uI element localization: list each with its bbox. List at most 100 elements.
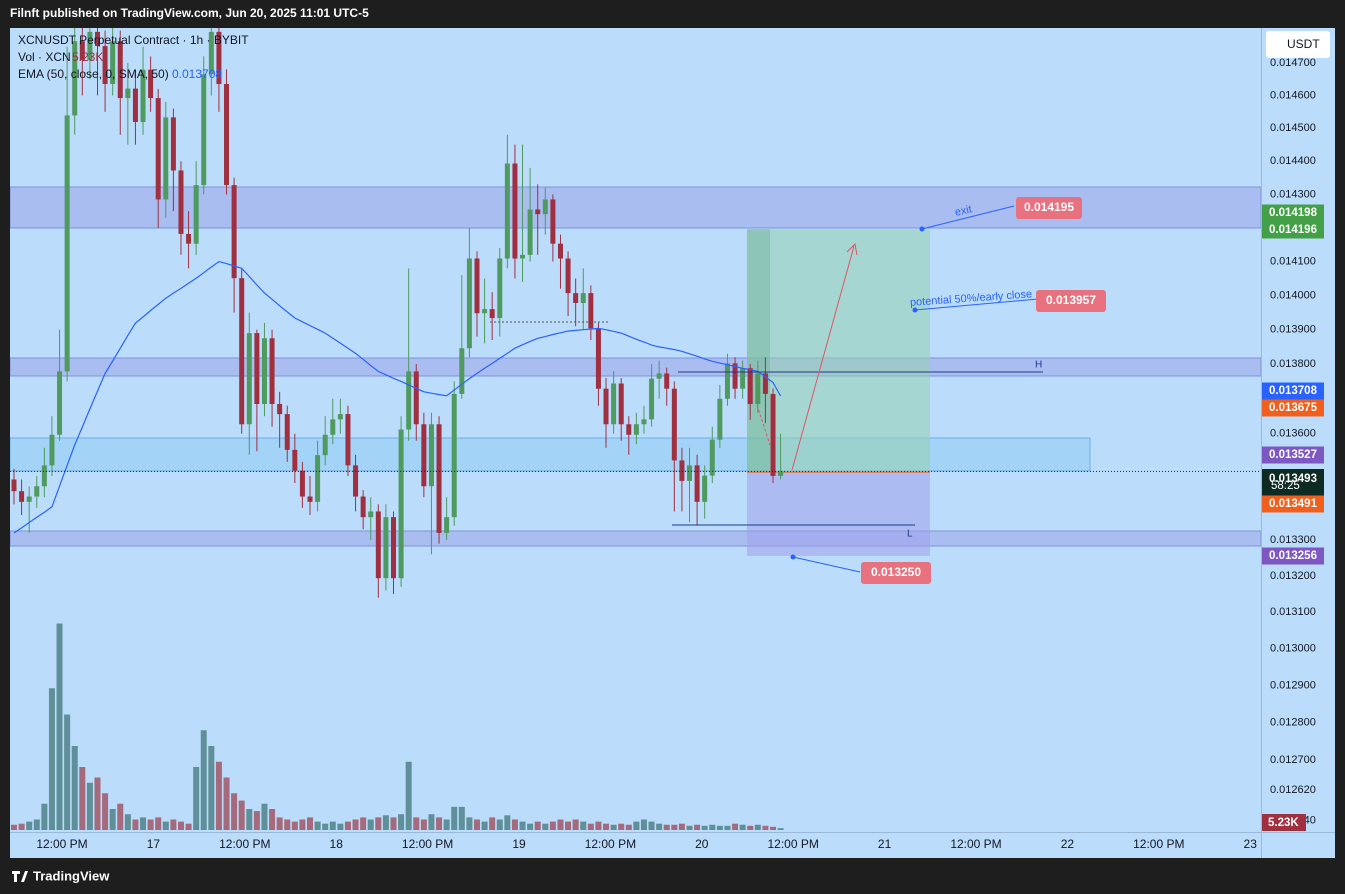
price-label: 0.014196: [1269, 224, 1317, 236]
candle-body: [201, 74, 207, 186]
y-tick-label: 0.014100: [1270, 255, 1316, 267]
y-tick-label: 0.013200: [1270, 570, 1316, 582]
price-label: 0.013527: [1269, 449, 1317, 461]
candle-body: [345, 414, 351, 466]
y-tick-label: 0.013600: [1270, 428, 1316, 440]
volume-bar: [549, 821, 556, 830]
price-label-box: [1262, 469, 1324, 499]
candle-body: [269, 338, 275, 405]
volume-bar: [109, 809, 116, 830]
candle-body: [611, 383, 617, 425]
candle-body: [117, 41, 123, 99]
volume-bar: [33, 819, 40, 830]
candle-body: [208, 31, 214, 75]
candle-body: [216, 31, 222, 85]
y-tick-label: 0.014300: [1270, 188, 1316, 200]
candle-body: [383, 517, 389, 579]
volume-bar: [185, 823, 192, 830]
volume-bar: [656, 823, 663, 830]
volume-bar: [322, 823, 329, 830]
volume-label-box: [1262, 814, 1306, 831]
candle-body: [163, 117, 169, 200]
candle-body: [413, 371, 419, 425]
price-label: 0.013708: [1269, 385, 1318, 397]
candle-body: [284, 414, 290, 450]
volume-bar: [754, 824, 761, 830]
price-label: 0.013493: [1269, 473, 1317, 485]
candle-body: [588, 293, 594, 329]
volume-bar: [565, 821, 572, 830]
price-label-box: [1262, 382, 1324, 400]
currency-button[interactable]: [1266, 31, 1330, 58]
volume-bar: [238, 800, 245, 830]
volume-bar: [405, 761, 412, 830]
candle-body: [626, 424, 632, 435]
candle-body: [687, 465, 693, 481]
price-label-box: [1262, 221, 1324, 239]
candle-body: [504, 163, 510, 259]
publish-info: Filnft published on TradingView.com, Jun…: [10, 6, 369, 20]
price-label-box: [1262, 495, 1324, 513]
volume-bar: [595, 821, 602, 830]
candle-body: [19, 491, 25, 502]
callout-label: 0.014195: [1024, 200, 1074, 214]
price-label-box: [1262, 204, 1324, 222]
callout-line: [921, 205, 1015, 230]
elapsed-zone: [747, 229, 770, 473]
candle-body: [64, 115, 70, 372]
volume-bar: [739, 824, 746, 830]
candle-body: [41, 465, 47, 487]
y-tick-label: 0.012900: [1270, 680, 1316, 692]
y-tick-label: 0.014400: [1270, 155, 1316, 167]
volume-bar: [193, 767, 200, 830]
price-label: 0.013491: [1269, 498, 1318, 510]
candle-body: [709, 439, 715, 476]
volume-bar: [633, 821, 640, 830]
candle-body: [277, 404, 283, 415]
callout-line: [914, 298, 1039, 311]
candle-body: [57, 371, 63, 435]
candle-body: [520, 254, 526, 259]
volume-label: 5.23K: [1268, 817, 1299, 829]
plot: exit potential 50%/early close H L 0.014…: [10, 28, 1261, 830]
volume-bar: [352, 819, 359, 830]
candle-body: [26, 496, 32, 502]
candle-body: [170, 117, 176, 171]
volume-bar: [94, 777, 101, 830]
candle-body: [87, 31, 93, 60]
callout-label: 0.013250: [871, 565, 921, 579]
volume-bar: [527, 823, 534, 830]
candle-body: [459, 348, 465, 394]
candle-body: [482, 309, 488, 314]
candle-body: [717, 398, 723, 440]
arrow: [791, 245, 855, 471]
candle-body: [49, 434, 55, 466]
volume-bar: [56, 623, 63, 830]
candle-body: [102, 46, 108, 85]
stop-zone: [747, 472, 930, 556]
candle-body: [79, 41, 85, 60]
candle-body: [671, 388, 677, 461]
candle-body: [254, 333, 260, 405]
volume-bar: [511, 819, 518, 830]
candle-body: [656, 373, 662, 379]
volume-bar: [11, 824, 17, 830]
y-tick-label: 0.013100: [1270, 606, 1316, 618]
candle-body: [694, 465, 700, 502]
candle-body: [246, 333, 252, 425]
volume-bar: [762, 825, 769, 830]
candle-body: [633, 424, 639, 435]
volume-bar: [79, 767, 86, 830]
candle-body: [299, 470, 305, 497]
volume-bar: [724, 825, 731, 830]
currency[interactable]: USDT: [1287, 37, 1320, 51]
candle-body: [330, 419, 336, 435]
volume-bar: [337, 823, 344, 830]
volume-bar: [777, 828, 784, 830]
volume-bar: [231, 793, 238, 830]
candle-body: [664, 373, 670, 389]
x-tick-label: 12:00 PM: [402, 837, 453, 851]
volume-bar: [147, 819, 154, 830]
axes: 0.014700 0.014600 0.014500 0.014400 0.014300…: [36, 57, 1324, 851]
volume-bar: [770, 826, 776, 830]
